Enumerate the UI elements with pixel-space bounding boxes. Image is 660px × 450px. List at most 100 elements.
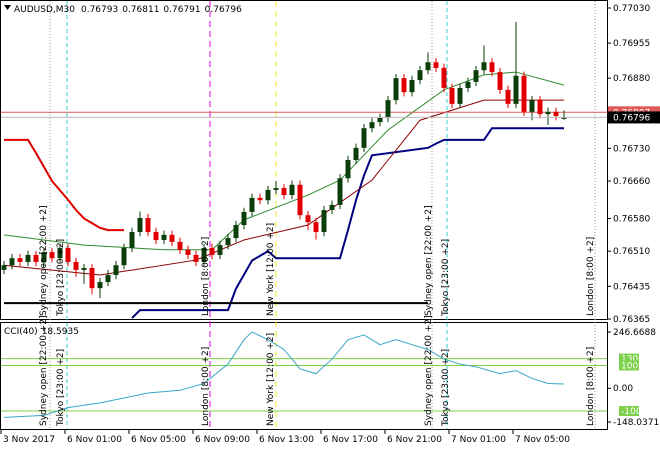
x-tick-label: 3 Nov 2017 (3, 435, 55, 445)
cci-level-label: 130 (621, 355, 638, 365)
candle-body (217, 245, 223, 255)
main-panel (0, 0, 608, 320)
x-tick-label: 7 Nov 01:00 (451, 435, 506, 445)
candle-body (561, 117, 567, 119)
session-label: New York [12:00 +2] (266, 333, 276, 426)
cci-y-tick-label: 0.00 (613, 384, 633, 394)
candle-body (185, 249, 191, 255)
session-label: Tokyo [23:00 +2] (56, 349, 66, 427)
x-tick-label: 6 Nov 01:00 (67, 435, 122, 445)
candle-body (153, 232, 159, 240)
x-tick-label: 6 Nov 17:00 (323, 435, 378, 445)
candle-body (537, 100, 543, 115)
x-tick-label: 6 Nov 05:00 (131, 435, 186, 445)
candle-body (1, 265, 7, 270)
session-label: Tokyo [23:00 +2] (441, 349, 451, 427)
candle-body (513, 75, 519, 104)
candle-body (233, 224, 239, 239)
candle-body (105, 275, 111, 283)
candle-body (321, 210, 327, 233)
candle-body (417, 70, 423, 81)
candle-body (433, 62, 439, 68)
session-label: Sydney open [22:00 +2] (424, 205, 434, 316)
session-label: Tokyo [23:00 +2] (56, 239, 66, 317)
y-tick-label: 0.76510 (613, 247, 650, 257)
candle-body (505, 89, 511, 104)
candle-body (241, 211, 247, 225)
candle-body (401, 78, 407, 93)
cci-level-box (619, 353, 639, 364)
candle-body (129, 232, 135, 248)
candle-body (57, 247, 63, 259)
candle-body (273, 188, 279, 190)
session-label: Sydney open [22:00 +2] (39, 315, 49, 426)
candle-body (441, 67, 447, 88)
candle-body (489, 62, 495, 73)
x-tick-label: 6 Nov 09:00 (195, 435, 250, 445)
price-label: 0.76796 (613, 113, 650, 123)
candle-body (361, 128, 367, 148)
cci-y-tick-label: 246.6688 (613, 328, 656, 338)
candle-body (313, 222, 319, 233)
indicator-line (131, 127, 564, 319)
indicator-line (3, 71, 565, 251)
session-label: Sydney open [22:00 +2] (424, 315, 434, 426)
candle-body (449, 87, 455, 104)
candle-body (193, 254, 199, 262)
candle-body (521, 75, 527, 112)
candle-body (353, 147, 359, 160)
x-tick-label: 6 Nov 21:00 (387, 435, 442, 445)
candle-body (369, 122, 375, 129)
y-tick-label: 0.76580 (613, 214, 650, 224)
candle-body (17, 258, 23, 262)
candle-body (49, 252, 55, 259)
candle-body (113, 265, 119, 276)
candle-body (201, 247, 207, 262)
candle-body (81, 268, 87, 270)
y-tick-label: 0.76955 (613, 39, 650, 49)
candle-body (289, 184, 295, 196)
candle-body (345, 159, 351, 179)
cci-line (3, 331, 565, 418)
session-label: London [8:00 +2] (201, 347, 211, 426)
candle-body (337, 178, 343, 205)
last-close: 0.76796 (205, 5, 242, 15)
candle-body (73, 261, 79, 270)
candle-body (121, 247, 127, 266)
session-lines (49, 1, 596, 429)
candle-body (137, 217, 143, 233)
candle-body (305, 215, 311, 223)
cci-level-label: 100 (621, 361, 638, 371)
candle-body (409, 80, 415, 93)
candle-body (529, 100, 535, 112)
candle-body (393, 78, 399, 101)
candle-body (33, 254, 39, 262)
price-label-box (608, 111, 660, 124)
y-tick-label: 0.76660 (613, 177, 650, 187)
candle-body (465, 81, 471, 88)
candle-body (249, 197, 255, 212)
candle-body (145, 217, 151, 233)
candle-body (297, 184, 303, 216)
candle-body (169, 234, 175, 242)
last-high: 0.76811 (122, 5, 159, 15)
candle-body (481, 62, 487, 71)
last-low: 0.76791 (163, 5, 200, 15)
cci-value: 18.5935 (42, 327, 79, 337)
y-tick-label: 0.76880 (613, 74, 650, 84)
candle-body (281, 188, 287, 196)
candle-body (89, 268, 95, 289)
indicator-line (4, 138, 124, 232)
candle-body (65, 247, 71, 262)
symbol: AUDUSD,M30 (14, 5, 75, 15)
candle-body (425, 62, 431, 71)
candle-body (177, 241, 183, 250)
candle-body (329, 204, 335, 211)
session-label: London [8:00 +2] (586, 347, 596, 426)
candle-body (545, 111, 551, 115)
session-label: Sydney open [22:00 +2] (39, 205, 49, 316)
